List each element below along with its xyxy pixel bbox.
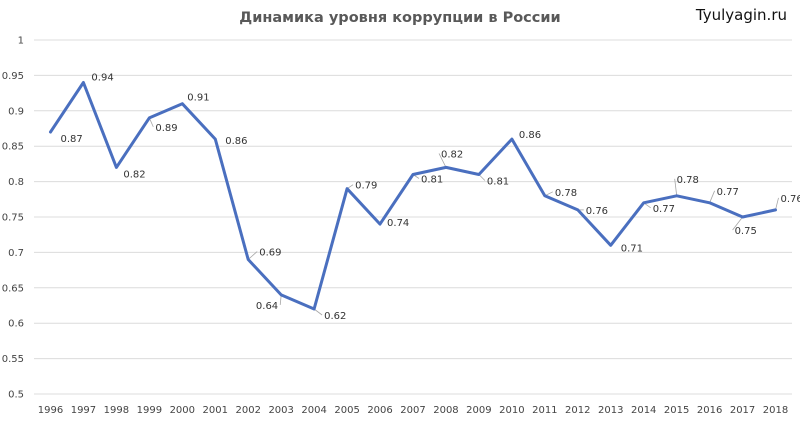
y-tick-label: 0.8 [8,177,24,188]
data-labels: 0.87 0.94 0.82 0.89 0.91 0.86 0.69 0.64 0.62 0.79… [60,72,800,322]
gridlines [34,39,792,395]
y-tick-label: 0.85 [2,142,24,153]
data-label: 0.87 [60,134,82,145]
data-label: 0.86 [225,136,247,147]
chart-title: Динамика уровня коррупции в России [239,10,560,26]
data-label: 0.74 [387,218,409,229]
watermark: Tyulyagin.ru [695,6,787,24]
x-tick-label: 2000 [170,405,195,416]
x-tick-label: 2017 [730,405,755,416]
leader-line [313,308,323,316]
x-tick-label: 2007 [400,405,425,416]
y-tick-label: 0.65 [2,283,24,294]
x-tick-label: 2001 [203,405,228,416]
y-axis-ticks: 0.5 0.55 0.6 0.65 0.7 0.75 0.8 0.85 0.9 0.95 1 [2,36,24,401]
x-tick-label: 2002 [235,405,260,416]
data-label: 0.76 [586,206,608,217]
x-tick-label: 2008 [433,405,458,416]
y-tick-label: 0.95 [2,71,24,82]
data-label: 0.82 [441,149,463,160]
leader-line [775,197,779,210]
data-label: 0.78 [555,188,577,199]
x-tick-label: 2004 [301,405,326,416]
data-label: 0.77 [717,187,739,198]
data-label: 0.94 [91,72,113,83]
data-label: 0.89 [155,123,177,134]
x-axis-ticks: 1996 1997 1998 1999 2000 2001 2002 2003 2004 2005… [38,405,788,416]
series-line [49,81,777,311]
data-label: 0.77 [653,204,675,215]
data-label: 0.71 [621,243,643,254]
x-tick-label: 2011 [532,405,557,416]
y-tick-label: 0.5 [8,390,24,401]
y-tick-label: 0.9 [8,106,24,117]
leader-line [709,190,715,203]
data-label: 0.81 [421,175,443,186]
x-tick-label: 1999 [137,405,162,416]
leader-line [438,153,447,168]
x-tick-label: 2009 [466,405,491,416]
data-label: 0.76 [781,194,800,205]
y-tick-label: 0.7 [8,248,24,259]
x-tick-label: 2003 [268,405,293,416]
x-tick-label: 2005 [334,405,359,416]
leader-line [247,251,258,260]
y-tick-label: 0.75 [2,213,24,224]
y-tick-label: 1 [18,36,24,47]
data-label: 0.75 [735,226,757,237]
x-tick-label: 2018 [763,405,788,416]
data-label: 0.81 [487,177,509,188]
x-tick-label: 2015 [664,405,689,416]
data-label: 0.62 [324,311,346,322]
label-leaders [148,117,779,316]
data-label: 0.69 [259,247,281,258]
data-label: 0.86 [519,130,541,141]
x-tick-label: 2014 [631,405,656,416]
leader-line [732,216,743,231]
x-tick-label: 2013 [598,405,623,416]
y-tick-label: 0.6 [8,319,24,330]
leader-line [674,178,678,196]
x-tick-label: 2012 [565,405,590,416]
data-label: 0.78 [677,175,699,186]
x-tick-label: 2006 [367,405,392,416]
x-tick-label: 1997 [71,405,96,416]
x-tick-label: 2010 [499,405,524,416]
data-label: 0.79 [355,181,377,192]
data-label: 0.64 [256,301,278,312]
data-label: 0.82 [123,169,145,180]
leader-line [279,294,282,305]
x-tick-label: 1998 [104,405,129,416]
y-tick-label: 0.55 [2,354,24,365]
data-label: 0.91 [187,93,209,104]
x-tick-label: 2016 [697,405,722,416]
x-tick-label: 1996 [38,405,63,416]
